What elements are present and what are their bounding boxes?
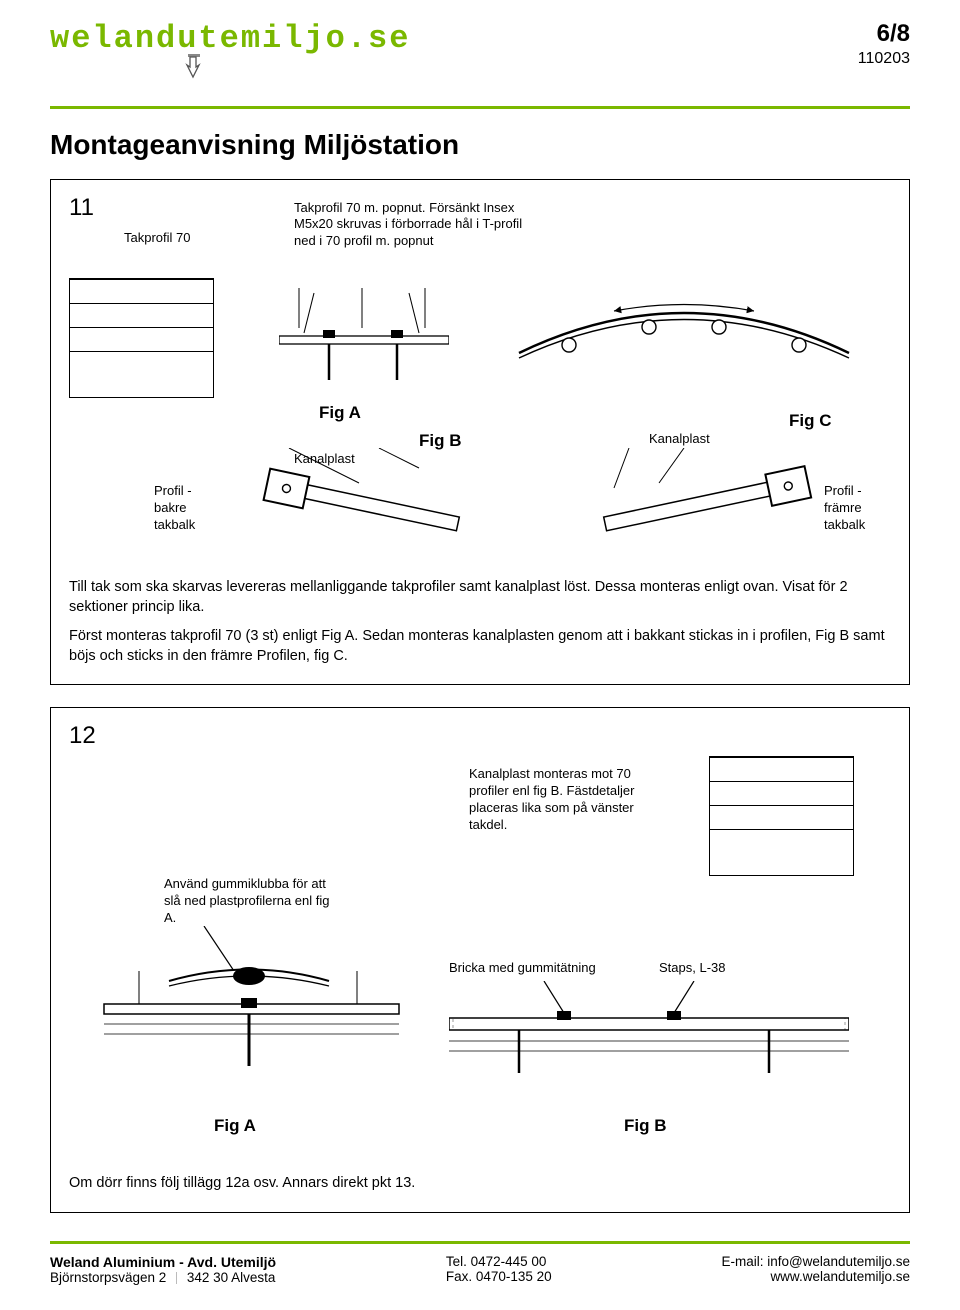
page-footer: Weland Aluminium - Avd. Utemiljö Björnst… [0, 1235, 960, 1305]
bricka-label: Bricka med gummitätning [449, 960, 596, 975]
fig-c-label: Fig C [789, 411, 832, 431]
page-meta: 6/8 110203 [858, 20, 910, 68]
drawing-angled-right [589, 448, 789, 543]
drawing-mallet [99, 926, 409, 1081]
profil-framre-label: Profil - främre takbalk [824, 483, 884, 534]
drawing-panel-frame-2 [709, 756, 854, 876]
label-takprofil70: Takprofil 70 [124, 230, 214, 245]
footer-col-1: Weland Aluminium - Avd. Utemiljö Björnst… [50, 1254, 276, 1285]
header-rule [50, 106, 910, 109]
footer-fax: Fax. 0470-135 20 [446, 1269, 552, 1284]
page-number: 6/8 [858, 20, 910, 48]
divider-icon [176, 1272, 177, 1284]
drawing-angled-left [259, 448, 459, 543]
header-row: welandutemiljo.se 6/8 110203 [50, 20, 910, 91]
step11-para2: Först monteras takprofil 70 (3 st) enlig… [69, 627, 891, 666]
fig-a-label: Fig A [319, 403, 361, 423]
step12-fig-a: Fig A [214, 1116, 256, 1136]
footer-email: E-mail: info@welandutemiljo.se [721, 1254, 910, 1269]
site-logo: welandutemiljo.se [50, 20, 410, 91]
label-takprofil-desc: Takprofil 70 m. popnut. Försänkt Insex M… [294, 200, 524, 249]
footer-rule [50, 1241, 910, 1244]
footer-tel: Tel. 0472-445 00 [446, 1254, 547, 1269]
footer-col-2: Tel. 0472-445 00 Fax. 0470-135 20 [446, 1254, 552, 1285]
step12-closing: Om dörr finns följ tillägg 12a osv. Anna… [69, 1174, 891, 1194]
step-12-number: 12 [69, 722, 891, 750]
page-title: Montageanvisning Miljöstation [50, 129, 910, 161]
logo-text: welandutemiljo.se [50, 20, 410, 57]
profil-bakre-label: Profil - bakre takbalk [154, 483, 214, 534]
drawing-long-beam [449, 981, 849, 1086]
step11-para1: Till tak som ska skarvas levereras mella… [69, 578, 891, 617]
footer-addr-b: 342 30 Alvesta [187, 1270, 276, 1285]
gummiklubba-note: Använd gummiklubba för att slå ned plast… [164, 876, 339, 927]
cursor-icon [180, 53, 208, 91]
footer-company: Weland Aluminium - Avd. Utemiljö [50, 1254, 276, 1270]
drawing-panel-frame [69, 278, 214, 398]
doc-id: 110203 [858, 50, 910, 68]
step-11: 11 Takprofil 70 Takprofil 70 m. popnut. … [50, 179, 910, 685]
drawing-cross-section [279, 288, 449, 373]
footer-col-3: E-mail: info@welandutemiljo.se www.welan… [721, 1254, 910, 1285]
kanalplast-label-2: Kanalplast [649, 431, 710, 446]
step-12: 12 Kanalplast monteras mot 70 profiler e… [50, 707, 910, 1213]
footer-url: www.welandutemiljo.se [770, 1269, 910, 1284]
kanalplast-note: Kanalplast monteras mot 70 profiler enl … [469, 766, 674, 834]
drawing-arc-roof [514, 283, 854, 378]
step12-fig-b: Fig B [624, 1116, 667, 1136]
staps-label: Staps, L-38 [659, 960, 726, 975]
footer-addr-a: Björnstorpsvägen 2 [50, 1270, 166, 1285]
